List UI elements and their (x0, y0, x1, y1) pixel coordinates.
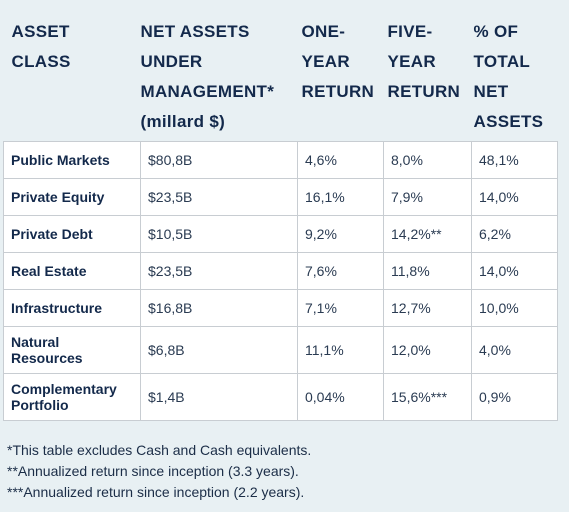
header-one-year-return: ONE- YEAR RETURN (297, 3, 384, 142)
one-year-return-cell: 7,6% (297, 252, 384, 290)
header-line: YEAR (301, 52, 350, 71)
table-row: Private Equity $23,5B 16,1% 7,9% 14,0% (3, 178, 558, 216)
five-year-return-cell: 15,6%*** (383, 373, 472, 421)
header-line: ONE- (301, 22, 346, 41)
net-assets-cell: $16,8B (140, 289, 298, 327)
percent-total-cell: 14,0% (471, 178, 558, 216)
one-year-return-cell: 0,04% (297, 373, 384, 421)
table-row: Public Markets $80,8B 4,6% 8,0% 48,1% (3, 141, 558, 179)
percent-total-cell: 10,0% (471, 289, 558, 327)
table-row: Complementary Portfolio $1,4B 0,04% 15,6… (3, 373, 558, 421)
asset-class-cell: Public Markets (3, 141, 141, 179)
header-line: CLASS (11, 52, 71, 71)
one-year-return-cell: 9,2% (297, 215, 384, 253)
header-line: UNDER (140, 52, 203, 71)
net-assets-cell: $10,5B (140, 215, 298, 253)
asset-class-cell: Real Estate (3, 252, 141, 290)
one-year-return-cell: 16,1% (297, 178, 384, 216)
asset-class-cell: Infrastructure (3, 289, 141, 327)
header-line: YEAR (387, 52, 436, 71)
header-line: NET ASSETS (140, 22, 250, 41)
five-year-return-cell: 12,7% (383, 289, 472, 327)
one-year-return-cell: 4,6% (297, 141, 384, 179)
header-row: ASSET CLASS NET ASSETS UNDER MANAGEMENT*… (3, 3, 558, 142)
footnote: *This table excludes Cash and Cash equiv… (7, 442, 312, 458)
header-asset-class: ASSET CLASS (3, 3, 141, 142)
table-row: Natural Resources $6,8B 11,1% 12,0% 4,0% (3, 326, 558, 374)
header-line: MANAGEMENT* (140, 82, 275, 101)
header-line: NET (473, 82, 509, 101)
table-row: Real Estate $23,5B 7,6% 11,8% 14,0% (3, 252, 558, 290)
header-line: (millard $) (140, 112, 226, 131)
net-assets-cell: $23,5B (140, 252, 298, 290)
net-assets-cell: $80,8B (140, 141, 298, 179)
five-year-return-cell: 12,0% (383, 326, 472, 374)
net-assets-cell: $23,5B (140, 178, 298, 216)
percent-total-cell: 4,0% (471, 326, 558, 374)
table-row: Infrastructure $16,8B 7,1% 12,7% 10,0% (3, 289, 558, 327)
percent-total-cell: 0,9% (471, 373, 558, 421)
header-line: RETURN (387, 82, 461, 101)
header-five-year-return: FIVE- YEAR RETURN (383, 3, 472, 142)
header-line: ASSET (11, 22, 70, 41)
header-percent-total-net-assets: % OF TOTAL NET ASSETS (471, 3, 558, 142)
table-row: Private Debt $10,5B 9,2% 14,2%** 6,2% (3, 215, 558, 253)
header-line: ASSETS (473, 112, 544, 131)
five-year-return-cell: 8,0% (383, 141, 472, 179)
asset-class-cell: Private Debt (3, 215, 141, 253)
asset-class-table: ASSET CLASS NET ASSETS UNDER MANAGEMENT*… (3, 3, 558, 421)
one-year-return-cell: 11,1% (297, 326, 384, 374)
header-line: RETURN (301, 82, 375, 101)
footnotes: *This table excludes Cash and Cash equiv… (7, 440, 311, 503)
percent-total-cell: 14,0% (471, 252, 558, 290)
footnote: ***Annualized return since inception (2.… (7, 484, 305, 500)
five-year-return-cell: 11,8% (383, 252, 472, 290)
five-year-return-cell: 7,9% (383, 178, 472, 216)
asset-class-cell: Complementary Portfolio (3, 373, 141, 421)
percent-total-cell: 48,1% (471, 141, 558, 179)
header-line: FIVE- (387, 22, 433, 41)
asset-class-cell: Natural Resources (3, 326, 141, 374)
header-line: TOTAL (473, 52, 531, 71)
net-assets-cell: $6,8B (140, 326, 298, 374)
footnote: **Annualized return since inception (3.3… (7, 463, 299, 479)
percent-total-cell: 6,2% (471, 215, 558, 253)
net-assets-cell: $1,4B (140, 373, 298, 421)
header-line: % OF (473, 22, 519, 41)
one-year-return-cell: 7,1% (297, 289, 384, 327)
asset-class-cell: Private Equity (3, 178, 141, 216)
header-net-assets: NET ASSETS UNDER MANAGEMENT* (millard $) (140, 3, 298, 142)
five-year-return-cell: 14,2%** (383, 215, 472, 253)
